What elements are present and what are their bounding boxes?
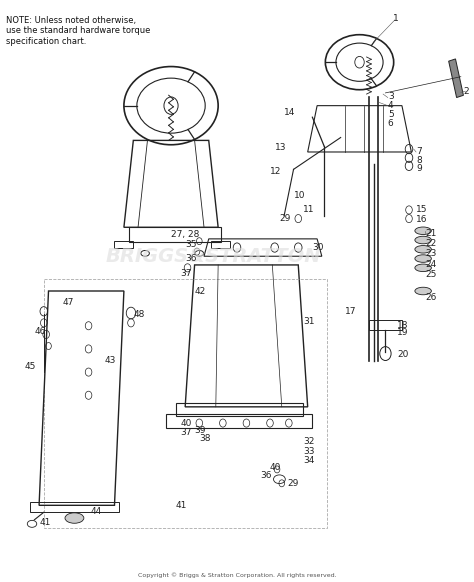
- Text: 39: 39: [195, 425, 206, 435]
- Text: 1: 1: [392, 15, 398, 23]
- Text: 44: 44: [91, 506, 102, 516]
- Ellipse shape: [65, 513, 84, 523]
- Bar: [166, 414, 312, 428]
- Text: 6: 6: [388, 119, 393, 127]
- Text: 33: 33: [303, 447, 314, 456]
- Text: 9: 9: [416, 164, 422, 173]
- Ellipse shape: [415, 255, 431, 262]
- Text: 4: 4: [388, 101, 393, 110]
- Text: 36: 36: [261, 471, 272, 480]
- Ellipse shape: [415, 236, 431, 244]
- Bar: [449, 59, 464, 98]
- Text: 27, 28: 27, 28: [171, 230, 200, 239]
- Text: 32: 32: [303, 437, 314, 446]
- Ellipse shape: [415, 264, 431, 272]
- Bar: [369, 320, 402, 331]
- Bar: [211, 240, 230, 247]
- Text: 21: 21: [426, 229, 437, 237]
- Text: Copyright © Briggs & Stratton Corporation. All rights reserved.: Copyright © Briggs & Stratton Corporatio…: [137, 572, 337, 578]
- Text: 22: 22: [426, 239, 437, 248]
- Text: 45: 45: [25, 362, 36, 371]
- Text: 5: 5: [388, 110, 393, 119]
- Bar: [128, 228, 220, 242]
- Text: 35: 35: [185, 240, 197, 249]
- Text: 29: 29: [279, 214, 291, 223]
- Text: 25: 25: [426, 270, 437, 279]
- Bar: [30, 502, 119, 512]
- Text: 40: 40: [181, 418, 192, 428]
- Text: 43: 43: [105, 356, 117, 365]
- Text: 36: 36: [185, 254, 197, 263]
- Text: 26: 26: [426, 293, 437, 303]
- Text: 40: 40: [270, 463, 282, 472]
- Text: 30: 30: [312, 243, 324, 252]
- Text: 34: 34: [303, 456, 314, 465]
- Text: 13: 13: [275, 143, 286, 152]
- Text: 17: 17: [346, 307, 357, 316]
- Text: 15: 15: [416, 205, 428, 214]
- Text: 8: 8: [416, 155, 422, 165]
- Text: 29: 29: [287, 479, 298, 488]
- Text: BRIGGS&STRATTON: BRIGGS&STRATTON: [106, 247, 321, 266]
- Text: 14: 14: [284, 108, 295, 117]
- Text: 46: 46: [35, 327, 46, 336]
- Text: 31: 31: [303, 317, 314, 326]
- Text: 20: 20: [397, 350, 409, 359]
- Text: 23: 23: [426, 250, 437, 258]
- Ellipse shape: [415, 227, 431, 235]
- Text: 42: 42: [195, 286, 206, 296]
- Text: 11: 11: [303, 205, 314, 214]
- Ellipse shape: [415, 246, 431, 253]
- Text: 37: 37: [181, 269, 192, 278]
- Text: 41: 41: [176, 501, 187, 510]
- Bar: [176, 403, 303, 416]
- Bar: [115, 240, 133, 247]
- Text: 24: 24: [426, 260, 437, 269]
- Ellipse shape: [415, 288, 431, 294]
- Text: 19: 19: [397, 328, 409, 337]
- Text: 3: 3: [388, 93, 393, 101]
- Text: 47: 47: [63, 298, 74, 307]
- Text: 38: 38: [199, 434, 211, 443]
- Text: 10: 10: [293, 191, 305, 200]
- Text: 2: 2: [463, 87, 469, 95]
- Text: 37: 37: [181, 428, 192, 437]
- Text: 12: 12: [270, 167, 282, 176]
- Text: NOTE: Unless noted otherwise,
use the standard hardware torque
specification cha: NOTE: Unless noted otherwise, use the st…: [6, 16, 150, 45]
- Text: 41: 41: [39, 518, 50, 527]
- Text: 7: 7: [416, 147, 422, 157]
- Text: 18: 18: [397, 321, 409, 330]
- Text: 48: 48: [133, 310, 145, 319]
- Text: 16: 16: [416, 215, 428, 223]
